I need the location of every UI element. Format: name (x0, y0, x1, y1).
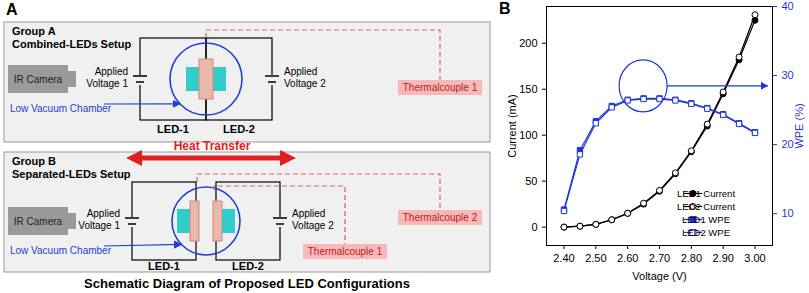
svg-text:LED1 Current: LED1 Current (677, 188, 735, 199)
svg-text:LED-2: LED-2 (232, 260, 264, 272)
svg-text:LED2 WPE: LED2 WPE (682, 227, 730, 238)
svg-text:A: A (6, 1, 18, 18)
svg-text:2.70: 2.70 (649, 252, 670, 264)
svg-text:100: 100 (519, 129, 537, 141)
svg-text:LED-1: LED-1 (157, 123, 189, 135)
svg-text:Current (mA): Current (mA) (506, 94, 518, 158)
svg-text:Separated-LEDs Setup: Separated-LEDs Setup (12, 168, 131, 180)
svg-text:Voltage 1: Voltage 1 (86, 78, 128, 89)
svg-text:2.80: 2.80 (681, 252, 702, 264)
svg-text:LED2 Current: LED2 Current (677, 201, 735, 212)
svg-text:10: 10 (782, 207, 794, 219)
svg-text:2.60: 2.60 (617, 252, 638, 264)
svg-text:Group A: Group A (12, 25, 56, 37)
svg-text:WPE (%): WPE (%) (793, 103, 805, 148)
svg-text:IR Camera: IR Camera (14, 216, 63, 227)
svg-text:40: 40 (782, 0, 794, 12)
svg-text:30: 30 (782, 69, 794, 81)
svg-text:0: 0 (531, 221, 537, 233)
svg-text:Applied: Applied (292, 208, 325, 219)
svg-text:Voltage 2: Voltage 2 (284, 78, 326, 89)
svg-text:Applied: Applied (95, 66, 128, 77)
svg-text:Applied: Applied (284, 66, 317, 77)
svg-text:Thermalcouple 1: Thermalcouple 1 (403, 82, 478, 93)
svg-text:Voltage 1: Voltage 1 (78, 220, 120, 231)
svg-text:IR Camera: IR Camera (14, 74, 63, 85)
svg-text:2.40: 2.40 (553, 252, 574, 264)
svg-text:Low Vacuum Chamber: Low Vacuum Chamber (10, 245, 112, 256)
svg-text:Thermalcouple 1: Thermalcouple 1 (308, 246, 383, 257)
svg-text:Schematic Diagram of Proposed: Schematic Diagram of Proposed LED Config… (84, 276, 410, 291)
svg-text:LED1 WPE: LED1 WPE (682, 214, 730, 225)
svg-text:Voltage 2: Voltage 2 (292, 220, 334, 231)
svg-text:Voltage (V): Voltage (V) (632, 270, 686, 282)
svg-text:Group B: Group B (12, 155, 56, 167)
svg-text:50: 50 (525, 175, 537, 187)
svg-text:Thermalcouple 2: Thermalcouple 2 (403, 212, 478, 223)
svg-text:Low Vacuum Chamber: Low Vacuum Chamber (10, 103, 112, 114)
svg-text:LED-2: LED-2 (223, 123, 255, 135)
svg-text:LED-1: LED-1 (148, 260, 180, 272)
svg-text:Heat Transfer: Heat Transfer (174, 139, 251, 153)
svg-text:3.00: 3.00 (744, 252, 765, 264)
svg-text:2.50: 2.50 (585, 252, 606, 264)
svg-text:Applied: Applied (87, 208, 120, 219)
svg-text:2.90: 2.90 (712, 252, 733, 264)
html-text:B: B (499, 0, 511, 17)
svg-text:20: 20 (781, 138, 794, 151)
svg-text:150: 150 (519, 83, 537, 95)
svg-text:Combined-LEDs Setup: Combined-LEDs Setup (12, 38, 131, 50)
svg-text:200: 200 (519, 37, 537, 49)
